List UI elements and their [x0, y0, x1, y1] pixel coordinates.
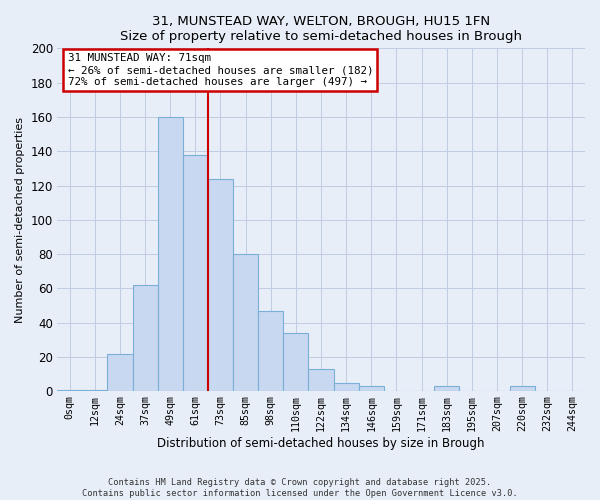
Bar — [258, 310, 283, 392]
Bar — [233, 254, 258, 392]
Bar — [57, 390, 82, 392]
Title: 31, MUNSTEAD WAY, WELTON, BROUGH, HU15 1FN
Size of property relative to semi-det: 31, MUNSTEAD WAY, WELTON, BROUGH, HU15 1… — [120, 15, 522, 43]
Bar — [509, 386, 535, 392]
Bar — [158, 117, 183, 392]
X-axis label: Distribution of semi-detached houses by size in Brough: Distribution of semi-detached houses by … — [157, 437, 485, 450]
Bar — [283, 333, 308, 392]
Text: Contains HM Land Registry data © Crown copyright and database right 2025.
Contai: Contains HM Land Registry data © Crown c… — [82, 478, 518, 498]
Bar — [107, 354, 133, 392]
Bar — [359, 386, 384, 392]
Bar — [308, 369, 334, 392]
Bar — [133, 285, 158, 392]
Bar — [183, 154, 208, 392]
Bar — [82, 390, 107, 392]
Bar — [434, 386, 460, 392]
Text: 31 MUNSTEAD WAY: 71sqm
← 26% of semi-detached houses are smaller (182)
72% of se: 31 MUNSTEAD WAY: 71sqm ← 26% of semi-det… — [68, 54, 373, 86]
Bar — [208, 178, 233, 392]
Bar — [334, 382, 359, 392]
Y-axis label: Number of semi-detached properties: Number of semi-detached properties — [15, 117, 25, 323]
